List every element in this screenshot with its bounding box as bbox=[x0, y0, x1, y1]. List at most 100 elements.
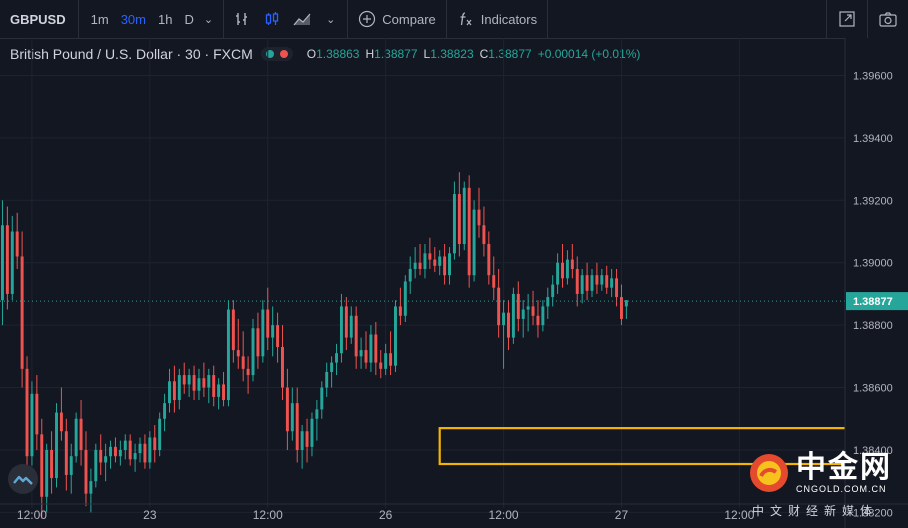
candle bbox=[339, 293, 343, 363]
candle-body bbox=[40, 434, 44, 497]
candle bbox=[222, 371, 226, 407]
candle bbox=[246, 356, 250, 394]
interval-1m[interactable]: 1m bbox=[90, 11, 109, 27]
candle bbox=[0, 200, 4, 326]
candle-body bbox=[251, 328, 255, 376]
candle bbox=[403, 275, 407, 323]
candle bbox=[55, 403, 58, 488]
candles-chart-icon[interactable] bbox=[262, 9, 282, 29]
chart-legend: British Pound / U.S. Dollar · 30 · FXCM … bbox=[10, 46, 640, 62]
candle-body bbox=[398, 306, 402, 316]
candle-body bbox=[546, 297, 550, 307]
price-axis: 1.39600 1.39400 1.39200 1.39000 1.38800 1.386… bbox=[844, 38, 908, 528]
candle-body bbox=[172, 381, 176, 401]
candle bbox=[565, 250, 569, 285]
candle bbox=[580, 268, 584, 304]
change-value: +0.00014 (+0.01%) bbox=[537, 47, 641, 61]
interval-d[interactable]: D bbox=[184, 11, 194, 27]
candle-body bbox=[379, 362, 383, 369]
candle-body bbox=[497, 287, 501, 326]
fx-icon bbox=[460, 12, 472, 26]
candle-body bbox=[281, 346, 284, 388]
price-tick-label: 1.39600 bbox=[853, 70, 893, 82]
candle-body bbox=[30, 393, 34, 457]
candle bbox=[305, 418, 309, 463]
candle bbox=[551, 275, 555, 307]
support-zone-rectangle bbox=[438, 427, 908, 466]
candle-body bbox=[462, 187, 466, 244]
candle-body bbox=[15, 231, 19, 257]
candle bbox=[384, 343, 388, 376]
candle bbox=[595, 262, 599, 294]
indicators-button[interactable]: Indicators bbox=[447, 0, 549, 38]
low-label: L bbox=[423, 47, 431, 61]
interval-30m[interactable]: 30m bbox=[120, 11, 146, 27]
candle-body bbox=[226, 309, 230, 401]
tradingview-logo-button[interactable] bbox=[8, 464, 38, 494]
candle-body bbox=[551, 284, 555, 298]
candle bbox=[113, 437, 117, 463]
candle-body bbox=[330, 362, 334, 372]
time-tick-label: 23 bbox=[143, 508, 157, 522]
candle bbox=[187, 368, 191, 397]
candle bbox=[413, 247, 417, 279]
candle-body bbox=[310, 418, 314, 447]
candle bbox=[433, 247, 437, 273]
candle bbox=[153, 425, 157, 463]
candle bbox=[281, 325, 284, 401]
candle-body bbox=[99, 449, 103, 463]
interval-dropdown-chevron-icon[interactable]: ⌄ bbox=[203, 13, 214, 26]
price-chart[interactable]: 1.39600 1.39400 1.39200 1.39000 1.38800 1.386… bbox=[0, 38, 908, 528]
time-tick-label: 27 bbox=[615, 508, 629, 522]
candle-body bbox=[271, 325, 275, 338]
interval-1h[interactable]: 1h bbox=[157, 11, 173, 27]
candle bbox=[69, 443, 73, 494]
close-value: 1.38877 bbox=[488, 47, 532, 61]
candle-body bbox=[438, 256, 442, 266]
price-axis-bg bbox=[845, 38, 908, 528]
candle bbox=[123, 434, 127, 460]
candle bbox=[217, 378, 221, 410]
plus-circle-icon bbox=[359, 10, 376, 28]
candle-body bbox=[64, 431, 68, 475]
candle-body bbox=[290, 403, 294, 432]
area-chart-icon[interactable] bbox=[292, 9, 312, 29]
candle bbox=[30, 381, 34, 466]
camera-icon[interactable] bbox=[867, 0, 908, 38]
bars-chart-icon[interactable] bbox=[232, 9, 252, 29]
candle bbox=[10, 215, 14, 301]
fullscreen-icon[interactable] bbox=[826, 0, 867, 38]
candle-body bbox=[187, 375, 191, 385]
candle bbox=[457, 172, 461, 257]
candle-body bbox=[531, 306, 535, 316]
candle-body bbox=[276, 325, 280, 347]
candle bbox=[15, 212, 19, 269]
compare-button[interactable]: Compare bbox=[348, 0, 447, 38]
chart-type-dropdown-chevron-icon[interactable]: ⌄ bbox=[326, 13, 336, 26]
candle bbox=[231, 300, 235, 363]
candle bbox=[64, 418, 68, 491]
candle-body bbox=[374, 334, 378, 363]
candle bbox=[315, 400, 319, 441]
candle-body bbox=[526, 306, 530, 310]
candle bbox=[290, 387, 294, 441]
candle bbox=[182, 362, 186, 394]
candle-body bbox=[605, 275, 609, 288]
candle-body bbox=[45, 449, 49, 497]
candle-body bbox=[128, 440, 132, 460]
price-tick-label: 1.38800 bbox=[853, 320, 893, 332]
open-label: O bbox=[306, 47, 317, 61]
candle-body bbox=[516, 293, 520, 319]
candle-body bbox=[477, 209, 481, 226]
candle-body bbox=[364, 350, 368, 363]
time-tick-label: 26 bbox=[379, 508, 393, 522]
candle bbox=[359, 337, 363, 369]
candle-body bbox=[335, 353, 338, 363]
candle bbox=[472, 200, 476, 282]
candle-body bbox=[59, 412, 63, 432]
candle-body bbox=[570, 259, 574, 269]
close-label: C bbox=[479, 47, 489, 61]
candle bbox=[40, 418, 44, 519]
symbol-search[interactable]: GBPUSD bbox=[0, 0, 79, 38]
candle bbox=[133, 443, 137, 472]
